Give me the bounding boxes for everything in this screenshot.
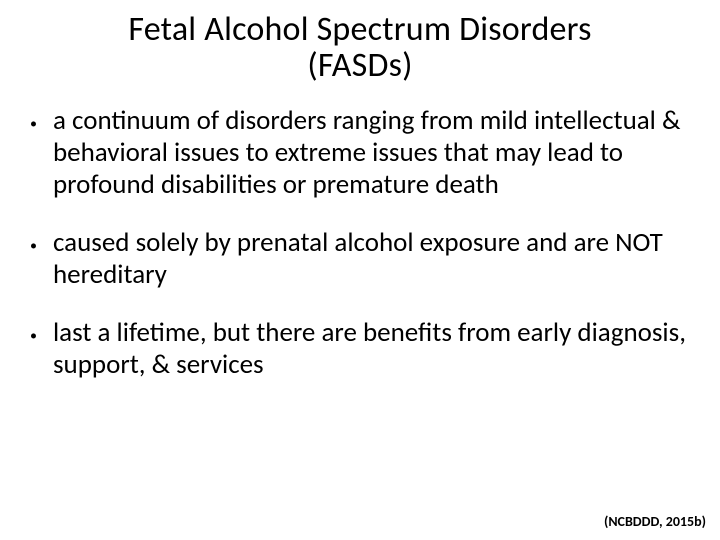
bullet-text: caused solely by prenatal alcohol exposu…: [53, 227, 690, 291]
slide: Fetal Alcohol Spectrum Disorders (FASDs)…: [0, 0, 720, 540]
slide-title: Fetal Alcohol Spectrum Disorders (FASDs): [24, 12, 696, 83]
citation: (NCBDDD, 2015b): [604, 513, 706, 530]
bullet-icon: •: [30, 239, 37, 253]
bullet-text: a continuum of disorders ranging from mi…: [53, 105, 690, 201]
list-item: • caused solely by prenatal alcohol expo…: [30, 227, 690, 291]
bullet-list: • a continuum of disorders ranging from …: [24, 105, 696, 380]
list-item: • a continuum of disorders ranging from …: [30, 105, 690, 201]
bullet-icon: •: [30, 117, 37, 131]
list-item: • last a lifetime, but there are benefit…: [30, 317, 690, 381]
bullet-icon: •: [30, 329, 37, 343]
bullet-text: last a lifetime, but there are benefits …: [53, 317, 690, 381]
title-line-2: (FASDs): [307, 45, 412, 86]
